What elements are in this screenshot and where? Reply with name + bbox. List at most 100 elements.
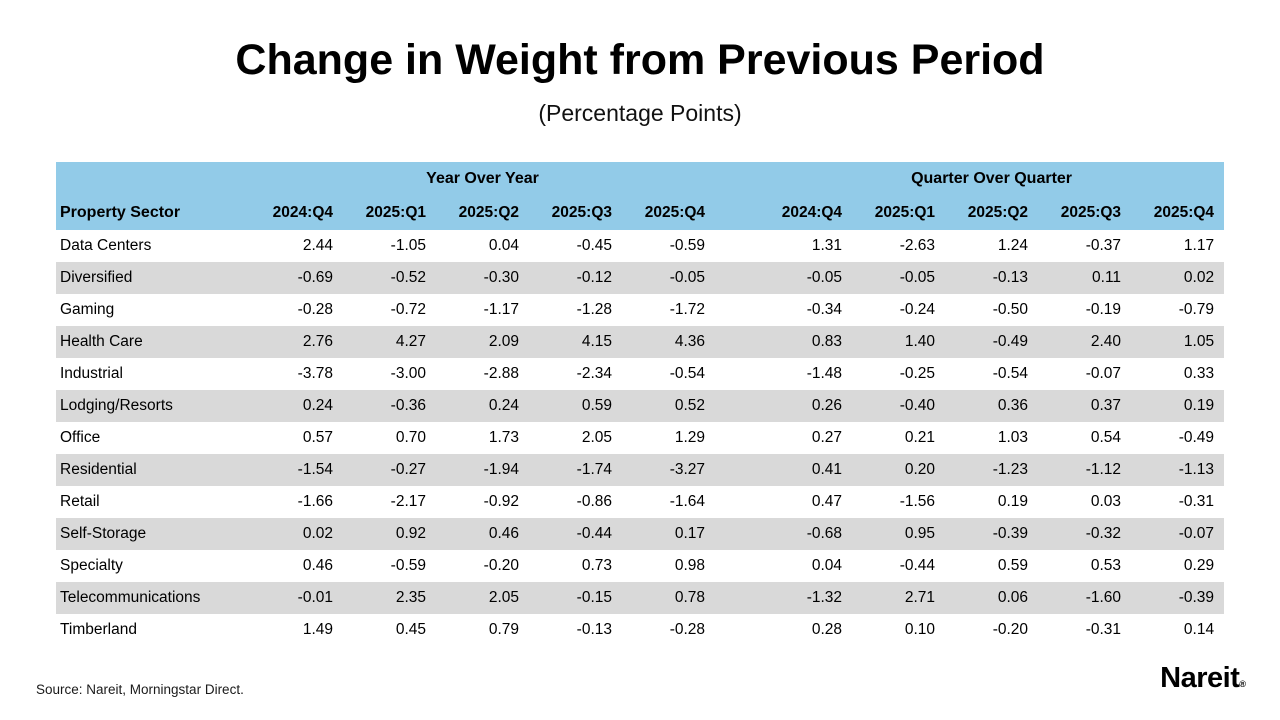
sector-cell: Retail [56,486,250,518]
qoq-cell: 0.33 [1131,358,1225,390]
gap-cell [715,518,760,550]
qoq-cell: 1.03 [945,422,1039,454]
qoq-cell: 0.53 [1038,550,1132,582]
yoy-cell: -0.28 [622,614,716,646]
yoy-cell: -0.69 [250,262,343,294]
yoy-cell: 0.78 [622,582,716,614]
yoy-cell: -0.59 [622,230,716,262]
qoq-cell: 0.36 [945,390,1039,422]
qoq-cell: 0.29 [1131,550,1225,582]
qoq-cell: -0.32 [1038,518,1132,550]
sector-cell: Health Care [56,326,250,358]
yoy-cell: -1.28 [529,294,622,326]
yoy-cell: 2.05 [529,422,622,454]
table-row: Lodging/Resorts 0.24 -0.36 0.24 0.59 0.5… [56,390,1225,422]
qoq-cell: -0.68 [759,518,853,550]
qoq-cell: -0.49 [945,326,1039,358]
qoq-cell: 0.14 [1131,614,1225,646]
yoy-cell: -0.44 [529,518,622,550]
sector-cell: Gaming [56,294,250,326]
qoq-cell: -1.48 [759,358,853,390]
qoq-cell: 0.20 [852,454,946,486]
yoy-cell: -0.30 [436,262,529,294]
yoy-cell: 4.15 [529,326,622,358]
qoq-cell: -0.37 [1038,230,1132,262]
yoy-cell: -1.94 [436,454,529,486]
qoq-cell: 0.83 [759,326,853,358]
yoy-cell: 1.49 [250,614,343,646]
qoq-cell: -0.05 [852,262,946,294]
qoq-cell: 0.04 [759,550,853,582]
qoq-cell: -1.56 [852,486,946,518]
qoq-cell: -0.39 [1131,582,1225,614]
table-row: Health Care 2.76 4.27 2.09 4.15 4.36 0.8… [56,326,1225,358]
corner-cell [56,162,250,196]
yoy-cell: -1.17 [436,294,529,326]
nareit-logo-text: Nareit [1160,662,1240,694]
yoy-cell: 4.27 [343,326,436,358]
quarter-header-qoq: 2025:Q2 [945,196,1039,230]
qoq-cell: -0.34 [759,294,853,326]
gap-cell [715,614,760,646]
sector-cell: Diversified [56,262,250,294]
change-in-weight-table: Year Over Year Quarter Over Quarter Prop… [56,162,1225,646]
yoy-cell: 4.36 [622,326,716,358]
yoy-cell: -0.05 [622,262,716,294]
yoy-cell: -0.13 [529,614,622,646]
column-header-property-sector: Property Sector [56,196,250,230]
sector-cell: Telecommunications [56,582,250,614]
qoq-cell: 0.27 [759,422,853,454]
column-header-row: Property Sector 2024:Q4 2025:Q1 2025:Q2 … [56,196,1225,230]
yoy-cell: 2.35 [343,582,436,614]
table-row: Gaming -0.28 -0.72 -1.17 -1.28 -1.72 -0.… [56,294,1225,326]
yoy-cell: -1.64 [622,486,716,518]
sector-cell: Timberland [56,614,250,646]
qoq-cell: -0.19 [1038,294,1132,326]
gap-cell [715,294,760,326]
qoq-cell: 1.40 [852,326,946,358]
yoy-cell: 0.73 [529,550,622,582]
sector-cell: Specialty [56,550,250,582]
yoy-cell: -0.27 [343,454,436,486]
quarter-header-qoq: 2025:Q4 [1131,196,1225,230]
yoy-cell: 0.92 [343,518,436,550]
qoq-cell: -0.40 [852,390,946,422]
yoy-cell: 0.45 [343,614,436,646]
qoq-cell: -0.50 [945,294,1039,326]
yoy-cell: 0.46 [250,550,343,582]
table-row: Timberland 1.49 0.45 0.79 -0.13 -0.28 0.… [56,614,1225,646]
nareit-logo: Nareit® [1160,662,1246,695]
qoq-cell: 0.02 [1131,262,1225,294]
registered-trademark-icon: ® [1239,679,1246,689]
table-row: Telecommunications -0.01 2.35 2.05 -0.15… [56,582,1225,614]
yoy-cell: -2.88 [436,358,529,390]
yoy-cell: 0.98 [622,550,716,582]
gap-cell [715,262,760,294]
yoy-cell: -1.74 [529,454,622,486]
yoy-cell: 2.09 [436,326,529,358]
qoq-cell: 0.95 [852,518,946,550]
quarter-header-yoy: 2025:Q2 [436,196,529,230]
yoy-cell: 0.24 [250,390,343,422]
qoq-cell: 1.17 [1131,230,1225,262]
yoy-cell: 0.17 [622,518,716,550]
qoq-cell: 1.24 [945,230,1039,262]
qoq-cell: 0.37 [1038,390,1132,422]
quarter-header-yoy: 2024:Q4 [250,196,343,230]
yoy-cell: 1.29 [622,422,716,454]
qoq-cell: 0.21 [852,422,946,454]
yoy-cell: -3.00 [343,358,436,390]
table-body: Data Centers 2.44 -1.05 0.04 -0.45 -0.59… [56,230,1225,646]
qoq-cell: -1.23 [945,454,1039,486]
quarter-header-qoq: 2025:Q3 [1038,196,1132,230]
sector-cell: Industrial [56,358,250,390]
yoy-cell: -0.54 [622,358,716,390]
yoy-cell: -2.34 [529,358,622,390]
qoq-cell: 0.28 [759,614,853,646]
yoy-cell: -0.28 [250,294,343,326]
yoy-cell: -0.86 [529,486,622,518]
qoq-cell: -1.60 [1038,582,1132,614]
quarter-header-yoy: 2025:Q1 [343,196,436,230]
table-row: Diversified -0.69 -0.52 -0.30 -0.12 -0.0… [56,262,1225,294]
qoq-cell: 0.47 [759,486,853,518]
